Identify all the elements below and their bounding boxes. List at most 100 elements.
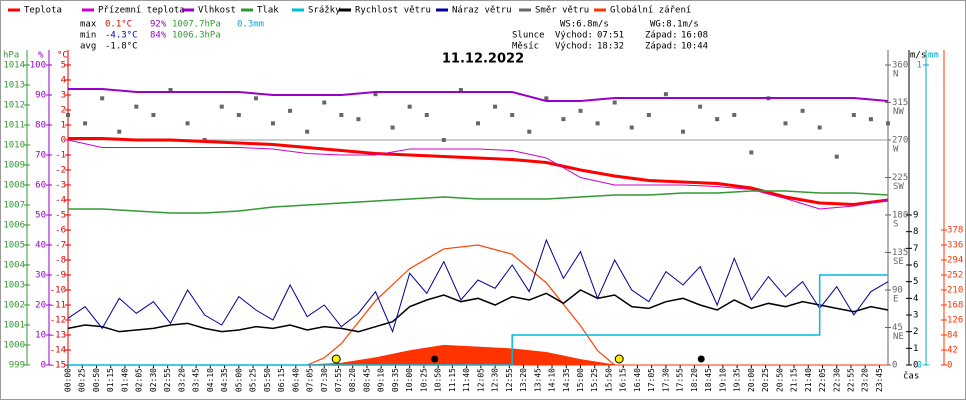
y-tick-label: 1007	[3, 201, 25, 211]
compass-label: S	[893, 220, 898, 230]
series-line	[68, 190, 889, 214]
x-tick-label: 18:20	[690, 368, 699, 392]
stat: 0.3mm	[237, 20, 264, 30]
scatter-point	[715, 117, 720, 122]
scatter-point	[236, 113, 241, 117]
scatter-point	[424, 113, 429, 117]
x-tick-label: 15:50	[604, 368, 613, 392]
y-tick-label: 0	[917, 361, 922, 371]
y-tick-label: 1011	[3, 121, 25, 131]
y-tick-label: 90	[35, 91, 46, 101]
x-axis-label: čas	[903, 371, 919, 382]
legend-label: Srážky	[308, 6, 341, 16]
x-tick-label: 13:45	[533, 368, 542, 392]
stat: 1007.7hPa	[172, 20, 221, 30]
x-tick-label: 12:55	[505, 368, 514, 392]
series-line	[67, 139, 889, 210]
stat-label: avg	[80, 42, 96, 52]
stat: WS:6.8m/s	[560, 20, 609, 30]
stat-label: min	[80, 31, 96, 41]
scatter-point	[441, 138, 446, 142]
sun-rise-label: Východ:	[555, 31, 593, 41]
sun-rise: 07:51	[597, 31, 624, 41]
scatter-point	[595, 121, 600, 126]
scatter-point	[100, 96, 105, 101]
x-tick-label: 20:00	[747, 368, 756, 392]
y-tick-label: 336	[947, 241, 963, 251]
scatter-point	[151, 113, 156, 117]
y-tick-label: 1008	[3, 181, 25, 191]
scatter-point	[749, 150, 754, 155]
y-tick-label: 1006	[3, 221, 25, 231]
scatter-point	[253, 96, 258, 101]
x-tick-label: 10:50	[434, 368, 443, 392]
x-tick-label: 10:25	[419, 368, 428, 392]
moon-marker	[431, 355, 439, 363]
scatter-point	[322, 100, 327, 105]
x-tick-label: 08:20	[348, 368, 357, 392]
x-tick-label: 16:15	[619, 368, 628, 392]
x-tick-label: 18:45	[704, 368, 713, 392]
axis-unit: %	[38, 51, 44, 61]
y-tick-label: -10	[50, 286, 66, 296]
y-tick-label: -7	[55, 241, 66, 251]
y-tick-label: 80	[35, 121, 46, 131]
scatter-point	[83, 121, 88, 126]
y-tick-label: 378	[947, 226, 963, 236]
y-tick-label: 168	[947, 301, 963, 311]
x-tick-label: 12:30	[491, 368, 500, 392]
y-tick-label: 1	[61, 121, 66, 131]
y-tick-label: 70	[35, 151, 46, 161]
x-tick-label: 03:45	[192, 368, 201, 392]
x-tick-label: 21:15	[790, 368, 799, 392]
compass-label: N	[893, 70, 898, 80]
y-tick-label: 4	[913, 294, 918, 304]
sun-set-label: Západ:	[645, 31, 678, 41]
y-tick-label: -3	[55, 181, 66, 191]
legend-label: Směr větru	[535, 6, 589, 16]
series-line	[68, 88, 889, 102]
scatter-point	[271, 121, 275, 126]
legend-label: Globální záření	[610, 6, 691, 16]
series-line	[68, 137, 889, 207]
scatter-point	[663, 92, 668, 97]
y-tick-label: 2	[61, 106, 66, 116]
sun-marker	[331, 354, 341, 364]
y-tick-label: -5	[55, 211, 66, 221]
y-tick-label: 5	[61, 61, 66, 71]
moon-marker	[697, 355, 705, 363]
y-tick-label: -4	[55, 196, 66, 206]
x-tick-label: 12:05	[476, 368, 485, 392]
y-tick-label: -11	[50, 301, 66, 311]
moon-label: Měsíc	[512, 42, 539, 52]
x-tick-label: 17:55	[676, 368, 685, 392]
axis-unit: m/s	[910, 51, 926, 61]
x-tick-label: 10:00	[405, 368, 414, 392]
y-tick-label: -1	[55, 151, 66, 161]
stat: 0.1°C	[105, 20, 132, 30]
scatter-point	[305, 129, 310, 134]
scatter-point	[834, 154, 839, 159]
scatter-point	[407, 104, 412, 109]
scatter-point	[817, 125, 822, 130]
x-tick-label: 06:15	[277, 368, 286, 392]
compass-label: NW	[893, 107, 904, 117]
scatter-point	[219, 104, 224, 109]
y-tick-label: 999	[9, 361, 25, 371]
stat: 84%	[150, 31, 167, 41]
y-tick-label: 135	[892, 248, 908, 258]
x-tick-label: 00:50	[92, 368, 101, 392]
x-tick-label: 23:45	[875, 368, 884, 392]
scatter-point	[339, 113, 344, 117]
x-tick-label: 07:30	[320, 368, 329, 392]
scatter-point	[544, 96, 549, 101]
y-tick-label: 1000	[3, 341, 25, 351]
chart-title: 11.12.2022	[442, 52, 524, 67]
y-tick-label: 8	[913, 227, 918, 237]
y-tick-label: -14	[50, 346, 66, 356]
y-tick-label: 0	[892, 361, 897, 371]
x-tick-label: 05:25	[249, 368, 258, 392]
compass-label: SW	[893, 182, 904, 192]
y-tick-label: 100	[30, 61, 46, 71]
scatter-point	[646, 113, 651, 117]
